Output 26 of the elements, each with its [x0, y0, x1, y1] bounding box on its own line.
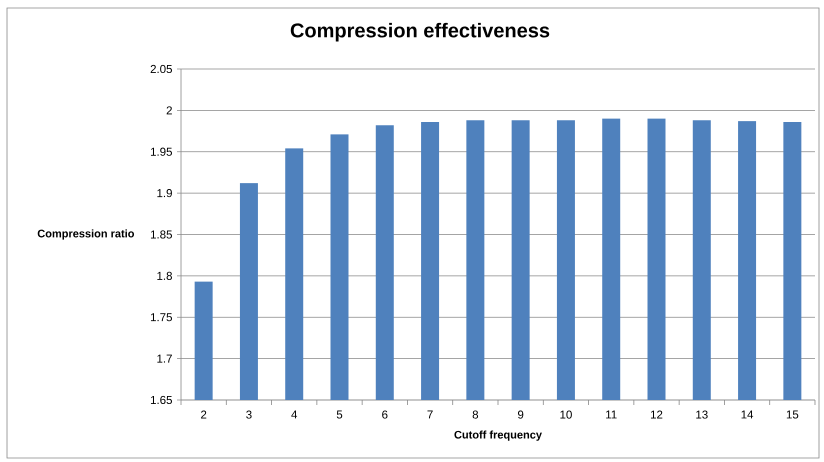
- x-tick-label: 15: [786, 410, 798, 419]
- y-tick-label: 1.65: [150, 396, 172, 404]
- x-tick-label: 14: [742, 410, 754, 418]
- y-tick-label: 1.85: [150, 230, 172, 239]
- x-tick-label: 4: [291, 410, 298, 418]
- x-tick-label: 8: [472, 410, 478, 419]
- chart-title: Compression effectiveness: [290, 22, 550, 42]
- x-tick-label: 12: [650, 410, 662, 419]
- x-tick-label: 13: [696, 410, 708, 419]
- x-tick-label: 10: [560, 410, 572, 419]
- y-tick-label: 2: [166, 106, 172, 114]
- y-tick-label: 1.9: [157, 189, 172, 198]
- y-tick-label: 2.05: [150, 64, 172, 74]
- y-tick-label: 1.7: [157, 354, 172, 363]
- x-tick-label: 3: [246, 410, 252, 419]
- x-tick-label: 2: [201, 410, 206, 419]
- x-tick-label: 5: [336, 410, 342, 419]
- x-tick-label: 9: [518, 410, 524, 419]
- y-tick-label: 1.95: [150, 148, 172, 156]
- y-tick-label: 1.75: [150, 313, 172, 322]
- y-tick-label: 1.8: [157, 272, 172, 280]
- x-tick-label: 11: [606, 410, 617, 418]
- y-axis-title: Compression ratio: [38, 229, 134, 240]
- x-tick-label: 7: [427, 410, 433, 418]
- x-axis-title: Cutoff frequency: [454, 430, 542, 441]
- x-tick-label: 6: [382, 410, 388, 419]
